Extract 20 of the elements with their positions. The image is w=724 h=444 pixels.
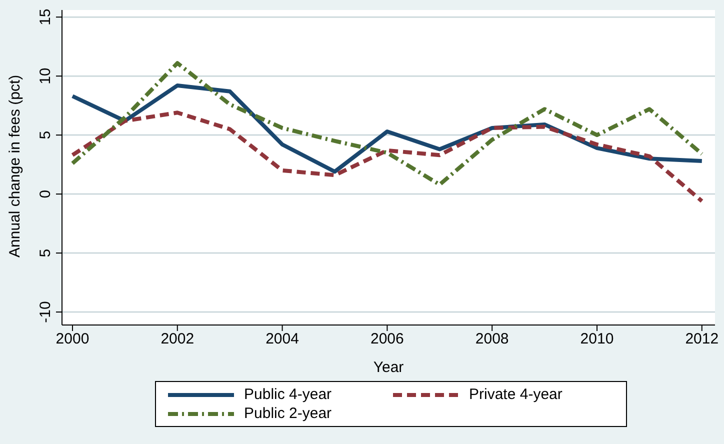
x-tick-label: 2010 xyxy=(580,330,614,348)
x-tick-label: 2008 xyxy=(475,330,509,348)
line-series xyxy=(70,61,704,187)
y-tick-label: -10 xyxy=(37,301,54,323)
y-tick-label: 15 xyxy=(37,8,54,26)
x-axis-title: Year xyxy=(373,359,404,376)
x-tick-label: 2006 xyxy=(370,330,404,348)
line-series xyxy=(70,110,704,204)
x-tick-label: 2012 xyxy=(685,330,719,348)
x-tick-label: 2002 xyxy=(160,330,194,348)
y-tick-label: 0 xyxy=(37,190,54,198)
y-tick-label: 10 xyxy=(37,68,54,84)
x-tick-label: 2000 xyxy=(56,330,90,348)
x-tick-label: 2004 xyxy=(266,330,299,348)
legend-label: Public 2-year xyxy=(244,405,332,422)
legend-label: Private 4-year xyxy=(469,386,562,403)
y-tick-label: 5 xyxy=(37,248,54,258)
y-axis-title: Annual change in fees (pct) xyxy=(6,74,24,258)
legend-label: Public 4-year xyxy=(244,386,332,403)
y-tick-label: 5 xyxy=(37,130,54,140)
